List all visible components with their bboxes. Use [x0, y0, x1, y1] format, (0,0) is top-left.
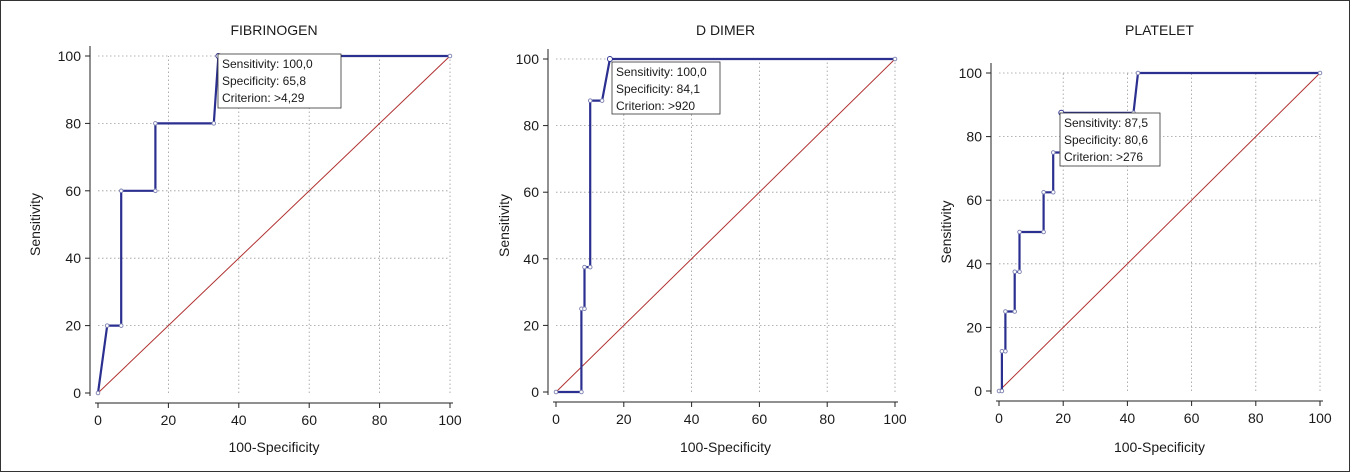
annotation-box [217, 53, 342, 109]
y-tick-label: 60 [966, 192, 982, 208]
x-tick-label: 60 [752, 411, 768, 427]
y-tick-label: 80 [65, 115, 81, 131]
y-tick-label: 40 [65, 250, 81, 266]
x-axis-label: 100-Specificity [680, 439, 771, 455]
roc-point [999, 388, 1005, 394]
roc-point [582, 264, 587, 270]
annotation-box [1059, 112, 1161, 167]
roc-point [118, 188, 124, 194]
roc-point [892, 56, 898, 62]
x-tick-label: 80 [1248, 410, 1264, 426]
roc-point [587, 264, 593, 270]
x-tick-label: 20 [616, 411, 632, 427]
roc-point [1050, 189, 1056, 195]
roc-point [1012, 309, 1017, 314]
x-tick-label: 40 [231, 412, 247, 428]
y-tick-label: 60 [523, 184, 539, 200]
y-tick-label: 80 [523, 118, 539, 134]
y-tick-label: 0 [974, 383, 982, 399]
x-tick-label: 80 [372, 412, 388, 428]
x-tick-label: 20 [161, 412, 177, 428]
roc-curve-line [556, 57, 895, 394]
y-tick-label: 0 [73, 385, 81, 401]
x-tick-label: 20 [1055, 410, 1071, 426]
x-tick-label: 100 [1308, 410, 1332, 426]
roc-point [1041, 229, 1046, 235]
annotation-text: Sensitivity: 100,0 [616, 65, 707, 79]
roc-point [1041, 189, 1046, 195]
x-axis-label: 100-Specificity [228, 439, 319, 455]
roc-point [579, 389, 584, 395]
y-tick-label: 40 [523, 251, 539, 267]
annotation-text: Criterion: >4,29 [222, 91, 305, 105]
y-tick-label: 60 [65, 183, 81, 199]
roc-point [118, 323, 124, 328]
annotation-text: Specificity: 80,6 [1064, 133, 1148, 147]
roc-point [553, 389, 559, 395]
x-tick-label: 60 [301, 412, 317, 428]
y-tick-label: 100 [516, 51, 540, 67]
x-tick-label: 40 [684, 411, 700, 427]
roc-chart-2: 0 20 40 60 80 100 0 20 40 60 80 100 D DIMER 100-Speci… [496, 22, 907, 455]
roc-point [1003, 309, 1008, 314]
annotation-text: Specificity: 84,1 [616, 82, 700, 96]
roc-point [1017, 269, 1022, 275]
y-axis-label: Sensitivity [938, 200, 954, 263]
x-tick-label: 0 [94, 412, 102, 428]
roc-point [211, 121, 217, 126]
y-tick-label: 20 [65, 318, 81, 334]
y-tick-label: 80 [966, 129, 982, 145]
y-tick-label: 40 [966, 256, 982, 272]
y-tick-label: 100 [959, 65, 983, 81]
roc-point [153, 188, 158, 194]
x-axis-label: 100-Specificity [1114, 439, 1205, 455]
x-tick-label: 40 [1120, 410, 1136, 426]
x-tick-label: 100 [883, 411, 907, 427]
reference-diagonal-line [97, 55, 451, 394]
annotation-text: Criterion: >920 [616, 99, 695, 113]
roc-point [1050, 150, 1056, 155]
roc-point [1317, 70, 1323, 76]
x-tick-label: 0 [995, 410, 1003, 426]
roc-chart-1: 0 20 40 60 80 100 0 20 40 60 80 100 FIBRINOGEN 100-Sp… [27, 22, 462, 455]
x-tick-label: 0 [552, 411, 560, 427]
chart-title: FIBRINOGEN [230, 22, 317, 38]
annotation-text: Sensitivity: 100,0 [222, 57, 313, 71]
y-tick-label: 0 [531, 384, 539, 400]
chart-title: PLATELET [1125, 22, 1194, 38]
roc-point [587, 98, 593, 103]
roc-point [599, 98, 605, 103]
y-tick-label: 20 [966, 319, 982, 335]
y-tick-label: 20 [523, 317, 539, 333]
roc-point [1017, 229, 1022, 235]
reference-diagonal-line [555, 58, 896, 393]
roc-chart-3: 0 20 40 60 80 100 0 20 40 60 80 100 PLATELET 100-Spec… [938, 22, 1332, 455]
annotation-text: Sensitivity: 87,5 [1064, 116, 1148, 130]
annotation-box [611, 61, 721, 115]
y-tick-label: 100 [58, 48, 82, 64]
chart-title: D DIMER [696, 22, 755, 38]
annotation-text: Specificity: 65,8 [222, 74, 306, 88]
annotation-text: Criterion: >276 [1064, 150, 1143, 164]
roc-point [1135, 70, 1141, 76]
x-tick-label: 80 [819, 411, 835, 427]
roc-point [999, 349, 1005, 354]
roc-point [582, 306, 587, 312]
criterion-point [606, 56, 613, 62]
roc-point [1012, 269, 1017, 275]
y-axis-label: Sensitivity [496, 194, 512, 257]
roc-point [1003, 349, 1008, 354]
roc-point [153, 121, 158, 126]
x-tick-label: 100 [438, 412, 462, 428]
reference-diagonal-line [998, 72, 1321, 392]
y-axis-label: Sensitivity [27, 193, 43, 256]
roc-point [95, 390, 101, 396]
roc-point [447, 53, 453, 59]
roc-point [104, 323, 110, 328]
x-tick-label: 60 [1184, 410, 1200, 426]
